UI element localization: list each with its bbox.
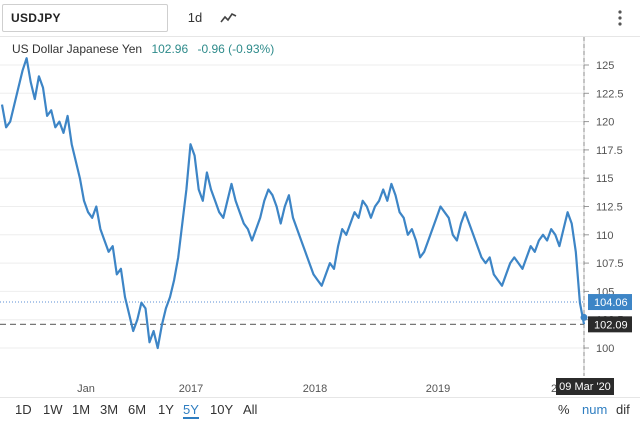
y-tick-label: 115 (596, 173, 614, 185)
chart-toolbar: USDJPY 1d (0, 0, 640, 37)
instrument-name: US Dollar Japanese Yen (12, 42, 143, 56)
x-tick-label: 2019 (426, 383, 450, 395)
price-series-line (0, 57, 586, 350)
y-tick-label: 110 (596, 230, 614, 242)
x-tick-label: 2018 (303, 383, 327, 395)
range-10y[interactable]: 10Y (210, 402, 234, 417)
y-tick-label: 120 (596, 117, 614, 129)
price-change: -0.96 (-0.93%) (197, 42, 275, 56)
y-tick-label: 100 (596, 343, 614, 355)
divider (0, 397, 640, 398)
y-tick-label: 125 (596, 60, 614, 72)
range-1y[interactable]: 1Y (158, 402, 174, 417)
range-3m[interactable]: 3M (100, 402, 119, 417)
date-tag-box (556, 378, 614, 395)
range-1w[interactable]: 1W (43, 402, 63, 417)
crosshair-tag-box (588, 316, 632, 333)
line-chart-icon[interactable] (214, 4, 244, 32)
symbol-input[interactable]: USDJPY (2, 4, 168, 32)
x-tick-label: Jan (77, 383, 95, 395)
price-tag-box (588, 294, 632, 311)
y-tick-label: 122.5 (596, 88, 624, 100)
crosshair-tag-label: 102.09 (594, 319, 628, 331)
mode-difference[interactable]: dif (616, 402, 630, 417)
interval-selector[interactable]: 1d (187, 10, 203, 25)
range-1d[interactable]: 1D (15, 402, 32, 417)
date-tag-label: 09 Mar '20 (559, 381, 611, 393)
price-tag-label: 104.06 (594, 297, 628, 309)
series-end-marker (580, 313, 588, 321)
range-6m[interactable]: 6M (128, 402, 147, 417)
mode-number[interactable]: num (582, 402, 608, 417)
symbol-text: USDJPY (11, 11, 61, 25)
y-tick-label: 117.5 (596, 145, 623, 157)
instrument-summary: US Dollar Japanese Yen 102.96 -0.96 (-0.… (12, 42, 274, 56)
y-tick-label: 107.5 (596, 258, 624, 270)
y-tick-label: 112.5 (596, 202, 623, 214)
more-vertical-icon[interactable] (612, 6, 628, 30)
x-tick-label: 2017 (179, 383, 203, 395)
mode-percent[interactable]: % (558, 402, 570, 417)
range-5y[interactable]: 5Y (183, 402, 199, 419)
last-price: 102.96 (151, 42, 189, 56)
x-tick-label: 2 (551, 383, 557, 395)
range-1m[interactable]: 1M (72, 402, 91, 417)
range-all[interactable]: All (243, 402, 258, 417)
